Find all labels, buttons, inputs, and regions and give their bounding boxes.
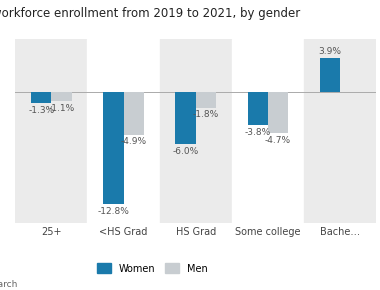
Bar <box>160 39 232 223</box>
Bar <box>268 92 288 133</box>
Text: earch: earch <box>0 280 18 289</box>
Text: -6.0%: -6.0% <box>173 147 199 156</box>
Text: -1.3%: -1.3% <box>28 106 54 115</box>
Bar <box>15 39 87 223</box>
Bar <box>320 58 340 92</box>
Bar <box>176 92 196 144</box>
Text: 3.9%: 3.9% <box>318 47 342 56</box>
Bar <box>232 39 304 223</box>
Legend: Women, Men: Women, Men <box>97 263 207 274</box>
Bar <box>87 39 160 223</box>
Text: -4.9%: -4.9% <box>120 137 147 146</box>
Text: workforce enrollment from 2019 to 2021, by gender: workforce enrollment from 2019 to 2021, … <box>0 7 301 20</box>
Bar <box>124 92 144 135</box>
Text: -3.8%: -3.8% <box>245 128 271 137</box>
Bar <box>304 39 376 223</box>
Text: -12.8%: -12.8% <box>97 207 129 216</box>
Bar <box>31 92 51 103</box>
Bar <box>196 92 216 108</box>
Text: -1.8%: -1.8% <box>193 110 219 119</box>
Bar <box>248 92 268 125</box>
Text: -4.7%: -4.7% <box>265 136 291 145</box>
Bar <box>51 92 71 102</box>
Text: -1.1%: -1.1% <box>48 104 74 113</box>
Bar <box>103 92 124 204</box>
